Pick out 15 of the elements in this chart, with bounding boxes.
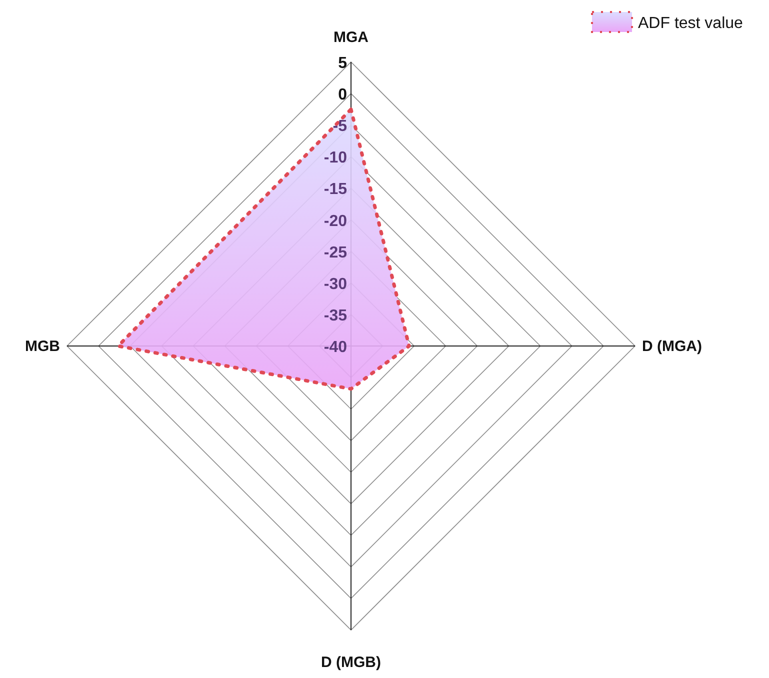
- legend-label: ADF test value: [638, 15, 744, 32]
- spoke-label: MGB: [25, 338, 60, 355]
- spoke-label: D (MGA): [642, 338, 702, 355]
- y-tick-label: -20: [324, 212, 348, 230]
- spoke-label: MGA: [334, 29, 369, 46]
- y-tick-label: 5: [338, 55, 348, 72]
- spoke-label: D (MGB): [321, 654, 381, 671]
- y-tick-label: -35: [324, 307, 348, 324]
- y-tick-label: -15: [324, 181, 348, 198]
- y-tick-label: 0: [338, 86, 348, 104]
- y-tick-label: -5: [332, 118, 348, 136]
- y-tick-label: -30: [324, 276, 348, 293]
- y-tick-label: -40: [324, 339, 348, 356]
- y-tick-label: -25: [324, 244, 348, 262]
- y-tick-label: -10: [324, 150, 348, 167]
